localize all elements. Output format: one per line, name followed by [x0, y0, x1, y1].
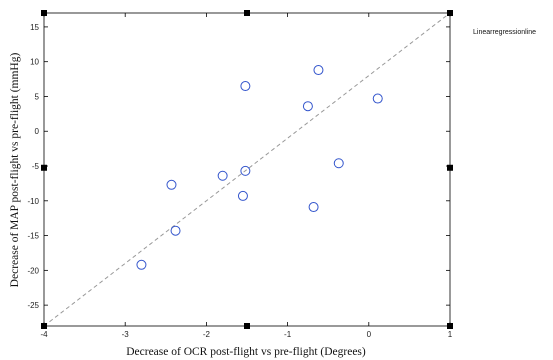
data-point [136, 259, 147, 270]
selection-handle[interactable] [41, 323, 47, 329]
y-tick-label: -10 [27, 197, 39, 206]
y-tick-label: -15 [27, 232, 39, 241]
data-point [217, 170, 228, 181]
data-point [302, 101, 313, 112]
selection-handle[interactable] [244, 10, 250, 16]
y-tick-label: -20 [27, 266, 39, 275]
y-tick-label: 15 [30, 23, 39, 32]
y-tick-label: -5 [32, 162, 40, 171]
data-point [308, 202, 319, 213]
y-axis-label: Decrease of MAP post-flight vs pre-fligh… [9, 53, 21, 288]
x-tick-label: 1 [448, 330, 453, 339]
y-tick-label: 5 [35, 92, 40, 101]
x-axis-label: Decrease of OCR post-flight vs pre-fligh… [126, 346, 366, 358]
data-point [372, 93, 383, 104]
x-tick-label: -2 [203, 330, 211, 339]
data-point [240, 81, 251, 92]
selection-handle[interactable] [244, 323, 250, 329]
data-points [136, 65, 383, 270]
data-point [237, 190, 248, 201]
x-tick-label: -4 [40, 330, 48, 339]
x-tick-label: -1 [284, 330, 292, 339]
data-point [170, 225, 181, 236]
regression-line-group [43, 12, 451, 327]
data-point [313, 65, 324, 76]
data-point [333, 158, 344, 169]
y-tick-label: 10 [30, 58, 39, 67]
selection-handle[interactable] [41, 10, 47, 16]
y-tick-label: 0 [35, 127, 40, 136]
selection-handle[interactable] [41, 164, 47, 171]
selection-handle[interactable] [447, 164, 453, 171]
selection-handle[interactable] [447, 323, 453, 329]
x-tick-label: -3 [122, 330, 130, 339]
regression-line [43, 12, 451, 327]
data-point [166, 179, 177, 190]
data-point [240, 165, 251, 176]
legend-entry-regression: Linearregressionline [473, 29, 536, 36]
y-tick-label: -25 [27, 301, 39, 310]
corner-markers [41, 10, 453, 329]
x-tick-label: 0 [367, 330, 372, 339]
selection-handle[interactable] [447, 10, 453, 16]
